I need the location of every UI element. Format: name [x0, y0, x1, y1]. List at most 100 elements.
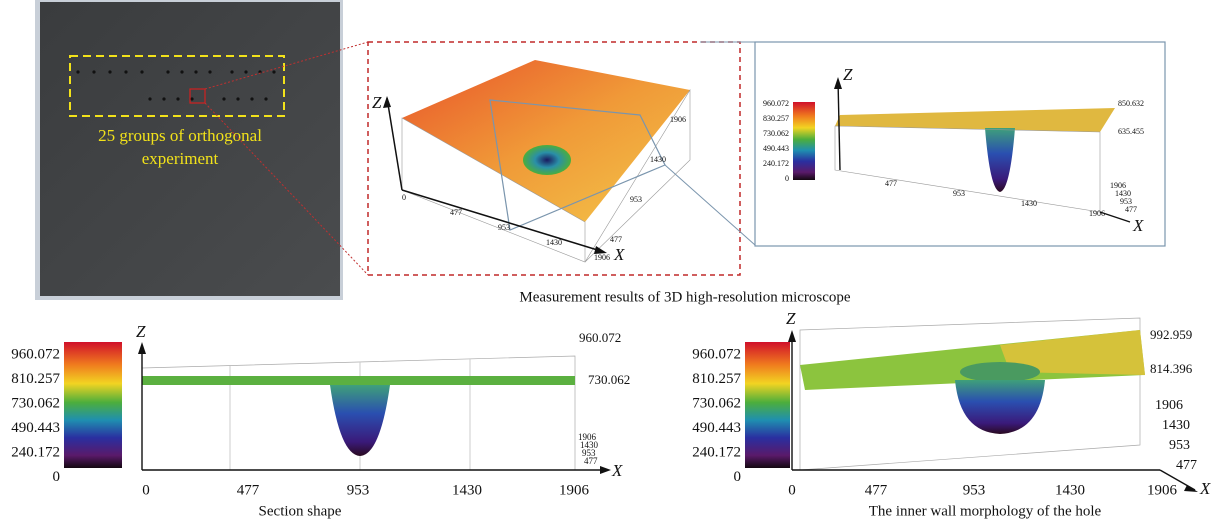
- tick-label: 1430: [1162, 418, 1190, 433]
- view-side: 960.072 830.257 730.062 490.443 240.172 0 Z X…: [754, 41, 1166, 247]
- hole-dot: [162, 97, 166, 101]
- frame: [754, 41, 1166, 247]
- caption: Measurement results of 3D high-resolutio…: [519, 289, 851, 305]
- hole-dot: [194, 70, 198, 74]
- colorbar-label: 810.257: [11, 371, 60, 387]
- rim: [960, 362, 1040, 382]
- colorbar-label: 490.443: [692, 420, 741, 436]
- tick-label: 477: [610, 235, 622, 244]
- holes: [76, 70, 276, 101]
- tick-label: 477: [1176, 458, 1197, 473]
- hole-dot: [140, 70, 144, 74]
- hole-dot: [176, 97, 180, 101]
- z-axis: [837, 79, 841, 171]
- colorbar-label: 240.172: [692, 444, 741, 460]
- colorbar-label: 0: [53, 469, 61, 485]
- tick-label: 953: [630, 195, 642, 204]
- tick-label: 477: [237, 482, 260, 498]
- tick-label: 1906: [1147, 482, 1178, 498]
- tick-label: 953: [347, 482, 370, 498]
- colorbar-label: 960.072: [692, 346, 741, 362]
- box: [834, 125, 1101, 213]
- photo: 25 groups of orthogonal experiment: [35, 0, 343, 300]
- level-label: 814.396: [1150, 361, 1193, 376]
- colorbar-label: 730.062: [11, 395, 60, 411]
- caption: Section shape: [259, 503, 342, 519]
- tick-label: 1430: [546, 238, 562, 247]
- tick-label: 0: [402, 193, 406, 202]
- tick-label: 1430: [1021, 199, 1037, 208]
- x-axis: [1099, 211, 1131, 223]
- hole-dot: [92, 70, 96, 74]
- surface: [142, 376, 575, 385]
- hole-dot: [180, 70, 184, 74]
- colorbar-label: 730.062: [763, 129, 789, 138]
- tick-label: 477: [885, 179, 897, 188]
- colorbar: [745, 342, 790, 468]
- colorbar-label: 490.443: [763, 144, 789, 153]
- x-axis: [401, 189, 605, 253]
- plate: [40, 2, 340, 296]
- inner-wall: 960.072 810.257 730.062 490.443 240.172 0 Z X…: [692, 309, 1211, 520]
- colorbar-label: 960.072: [11, 346, 60, 362]
- colorbar-label: 730.062: [692, 395, 741, 411]
- tick-label: 1906: [594, 253, 610, 262]
- frame: [367, 41, 741, 276]
- arrow: [600, 466, 611, 474]
- axis-label: Z: [372, 93, 382, 112]
- tick-label: 1906: [1155, 398, 1183, 413]
- tick-label: 1430: [580, 440, 599, 450]
- colorbar: [64, 342, 122, 468]
- tick-label: 477: [584, 456, 598, 466]
- hole-dot: [258, 70, 262, 74]
- colorbar-label: 0: [785, 174, 789, 183]
- tick-label: 953: [1169, 438, 1190, 453]
- colorbar-label: 0: [734, 469, 742, 485]
- hole-dot: [230, 70, 234, 74]
- colorbar-label: 490.443: [11, 420, 60, 436]
- hole-dot: [222, 97, 226, 101]
- pit: [985, 128, 1015, 192]
- surface: [1000, 330, 1145, 375]
- pit: [955, 380, 1045, 434]
- colorbar-label: 240.172: [763, 159, 789, 168]
- arrow: [834, 77, 842, 89]
- axis-label: Z: [786, 309, 796, 328]
- tick-label: 477: [1125, 205, 1137, 214]
- tick-label: 0: [142, 482, 150, 498]
- photo-label: 25 groups of orthogonal: [98, 126, 262, 145]
- level-label: 992.959: [1150, 327, 1192, 342]
- arrow: [788, 330, 796, 342]
- axis-label: X: [613, 245, 625, 264]
- axis-label: X: [1132, 216, 1144, 235]
- pit: [330, 385, 390, 456]
- hole-dot: [148, 97, 152, 101]
- tick-label: 477: [865, 482, 888, 498]
- arrow: [138, 342, 146, 354]
- tick-label: 953: [953, 189, 965, 198]
- tick-label: 1906: [670, 115, 686, 124]
- colorbar: [793, 102, 815, 180]
- level-label: 850.632: [1118, 99, 1144, 108]
- tick-label: 1906: [578, 432, 597, 442]
- tick-label: 1906: [1110, 181, 1126, 190]
- hole-dot: [76, 70, 80, 74]
- box: [799, 317, 1141, 471]
- hole-dot: [208, 70, 212, 74]
- tick-label: 953: [498, 223, 510, 232]
- colorbar-label: 240.172: [11, 444, 60, 460]
- tick-label: 953: [1120, 197, 1132, 206]
- tick-label: 1430: [452, 482, 482, 498]
- level-label: 730.062: [588, 372, 630, 387]
- section: 960.072 810.257 730.062 490.443 240.172 0 Z X…: [11, 322, 630, 520]
- hole-dot: [166, 70, 170, 74]
- surface: [835, 108, 1115, 132]
- caption: The inner wall morphology of the hole: [869, 503, 1102, 519]
- axis-label: X: [1199, 479, 1211, 498]
- selection-box: [69, 55, 285, 117]
- tick-label: 1430: [1055, 482, 1085, 498]
- hole: [523, 145, 571, 175]
- axis-label: Z: [843, 65, 853, 84]
- hole-dot: [264, 97, 268, 101]
